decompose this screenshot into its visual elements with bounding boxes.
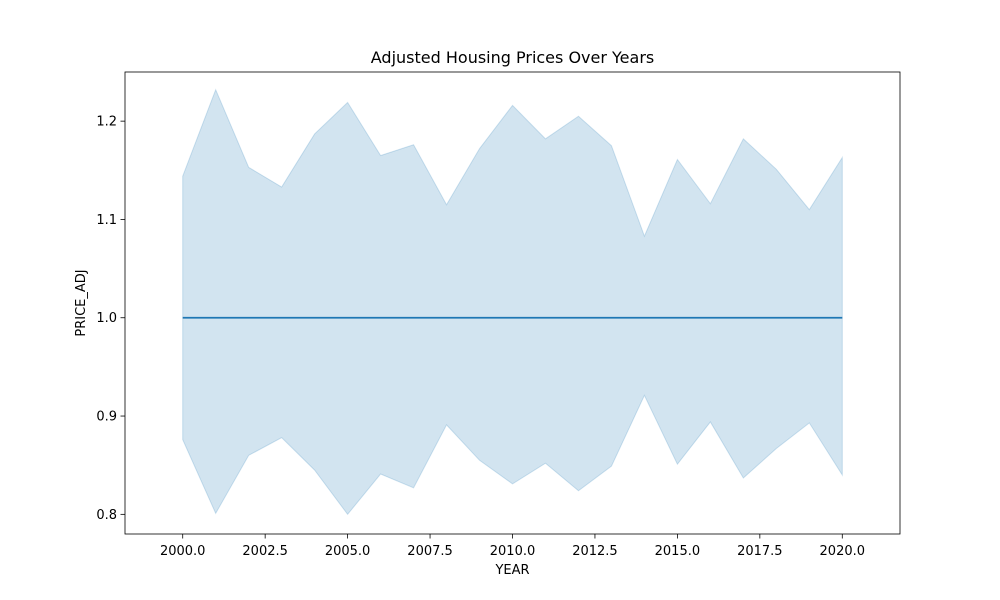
x-tick-label: 2012.5 [572, 544, 618, 559]
y-tick-label: 0.9 [96, 410, 117, 425]
x-tick-label: 2007.5 [407, 544, 453, 559]
x-tick-label: 2017.5 [737, 544, 783, 559]
x-tick-label: 2002.5 [242, 544, 288, 559]
y-axis: 0.8 0.9 1.0 1.1 1.2 [96, 115, 125, 523]
x-tick-label: 2010.0 [490, 544, 536, 559]
y-tick-label: 1.1 [96, 213, 117, 228]
x-tick-label: 2000.0 [160, 544, 206, 559]
plot-area [182, 88, 843, 516]
x-tick-label: 2015.0 [655, 544, 701, 559]
chart-title: Adjusted Housing Prices Over Years [371, 48, 654, 67]
x-axis-label: YEAR [494, 563, 529, 578]
x-tick-label: 2005.0 [325, 544, 371, 559]
y-tick-label: 1.0 [96, 311, 117, 326]
confidence-band [182, 88, 843, 516]
x-tick-label: 2020.0 [820, 544, 866, 559]
x-axis: 2000.0 2002.5 2005.0 2007.5 2010.0 2012.5 2015… [160, 534, 865, 559]
y-axis-label: PRICE_ADJ [74, 269, 89, 336]
y-tick-label: 1.2 [96, 115, 117, 130]
y-tick-label: 0.8 [96, 508, 117, 523]
